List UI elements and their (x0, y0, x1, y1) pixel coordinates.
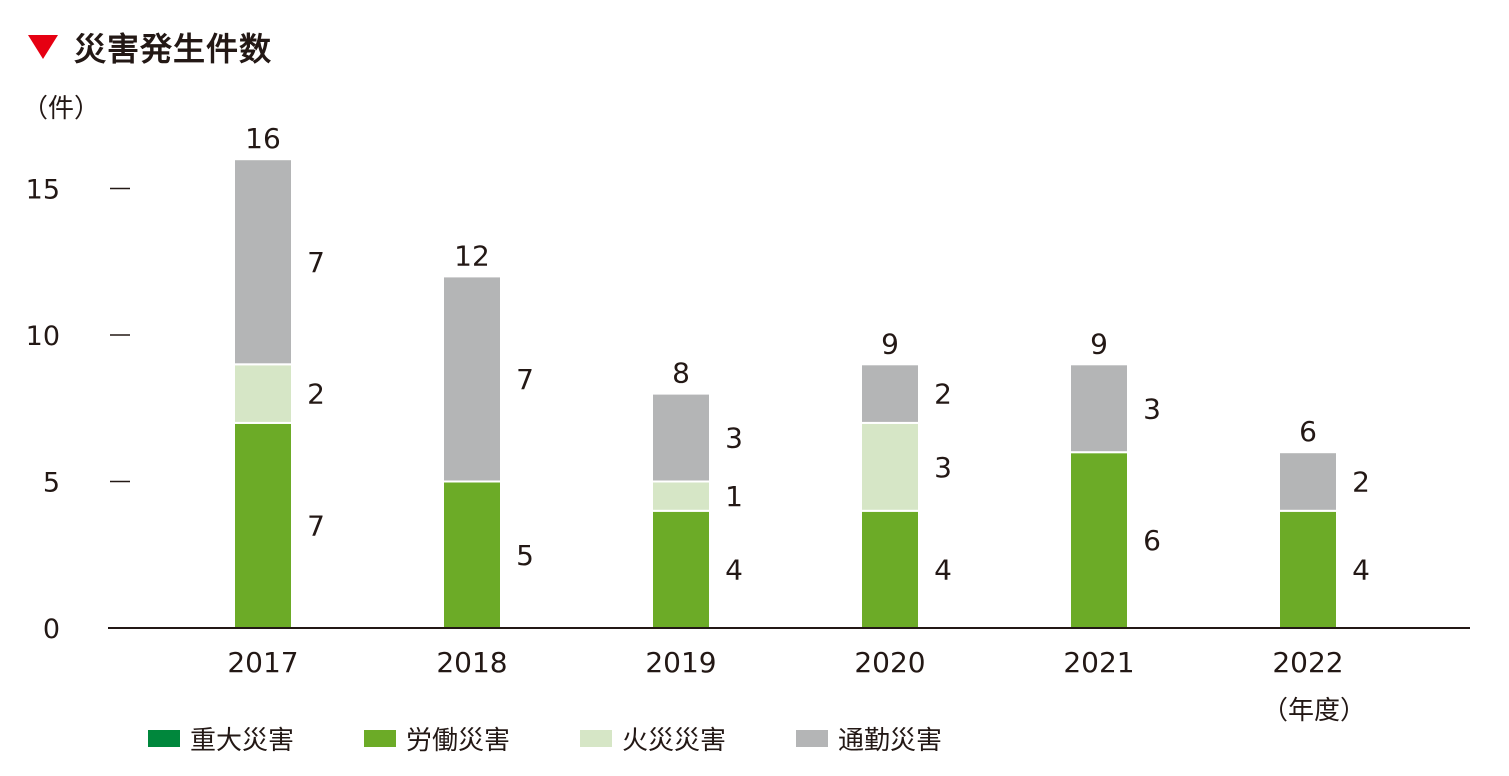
bar-total-label: 6 (1299, 415, 1317, 448)
bar-segment (233, 421, 293, 629)
legend-swatch (148, 730, 180, 747)
legend-label: 通勤災害 (838, 726, 943, 756)
y-tick-label: 10 (26, 321, 60, 352)
bar-segment (1069, 363, 1129, 454)
legend-label: 労働災害 (406, 726, 511, 756)
segment-value-label: 7 (307, 246, 325, 279)
legend-item: 火災災害 (580, 720, 726, 757)
legend-item: 労働災害 (364, 720, 510, 757)
segment-value-label: 1 (725, 480, 743, 513)
bar-total-label: 9 (1090, 327, 1108, 360)
bar-segment (860, 509, 920, 629)
x-tick-label: 2020 (854, 646, 925, 679)
segment-value-label: 7 (516, 363, 534, 396)
x-tick-label: 2021 (1063, 646, 1134, 679)
segment-value-label: 7 (307, 509, 325, 542)
y-tick-label: 0 (43, 614, 60, 645)
segment-value-label: 4 (725, 553, 743, 586)
legend-label: 重大災害 (190, 726, 295, 756)
segment-value-label: 3 (1143, 392, 1161, 425)
x-tick-label: 2018 (436, 646, 507, 679)
x-axis-unit: （年度） (1262, 696, 1367, 726)
bar-total-label: 9 (881, 327, 899, 360)
segment-value-label: 3 (934, 451, 952, 484)
bar-segment (1278, 509, 1338, 629)
bar-segment (651, 392, 711, 483)
segment-value-label: 6 (1143, 524, 1161, 557)
bar-total-label: 12 (454, 239, 490, 272)
legend-swatch (580, 730, 613, 747)
bar-total-label: 8 (672, 357, 690, 390)
bar-segment (1278, 451, 1338, 512)
segment-value-label: 5 (516, 539, 534, 572)
segment-value-label: 2 (934, 378, 952, 411)
bar-segment (651, 480, 711, 512)
segment-value-label: 2 (1352, 466, 1370, 499)
legend-swatch (796, 730, 829, 747)
bar-total-label: 16 (245, 122, 281, 155)
y-tick-label: 15 (26, 175, 60, 206)
legend-swatch (364, 730, 397, 747)
triangle-marker-icon (28, 35, 58, 59)
y-axis-unit: （件） (22, 94, 101, 124)
chart-title: 災害発生件数 (28, 24, 272, 70)
legend-label: 火災災害 (622, 726, 727, 756)
x-tick-label: 2017 (227, 646, 298, 679)
bar-segment (442, 480, 502, 629)
segment-value-label: 2 (307, 378, 325, 411)
segment-value-label: 4 (1352, 553, 1370, 586)
segment-value-label: 3 (725, 422, 743, 455)
y-tick-label: 5 (43, 468, 60, 499)
segment-value-label: 4 (934, 553, 952, 586)
bar-segment (860, 421, 920, 512)
x-tick-label: 2019 (645, 646, 716, 679)
legend-item: 重大災害 (148, 720, 294, 757)
bar-segment (860, 363, 920, 424)
chart-legend: 重大災害 労働災害 火災災害 通勤災害 (148, 720, 1012, 757)
legend-item: 通勤災害 (796, 720, 942, 757)
bar-segment (1069, 451, 1129, 630)
bar-segment (651, 509, 711, 629)
bar-segment (233, 158, 293, 366)
bar-segment (233, 363, 293, 424)
bar-segment (442, 275, 502, 483)
chart-title-text: 災害発生件数 (74, 30, 273, 68)
x-tick-label: 2022 (1272, 646, 1343, 679)
